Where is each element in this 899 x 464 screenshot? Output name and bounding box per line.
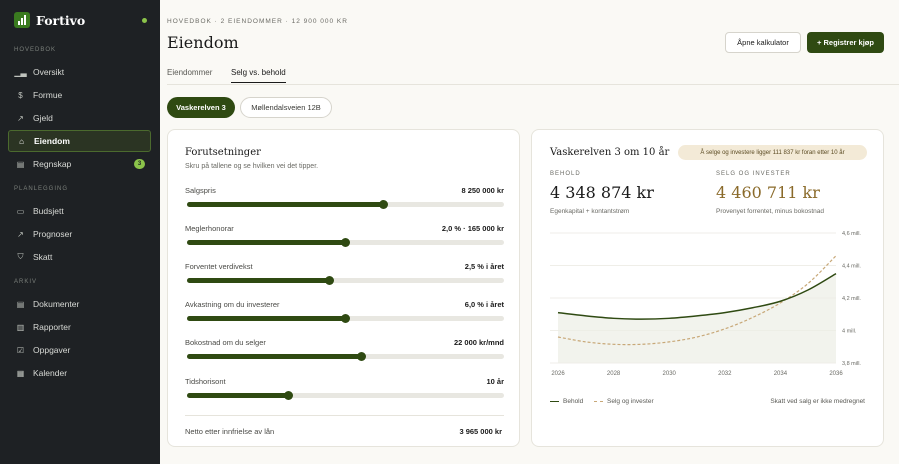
- keep-area: [558, 273, 836, 363]
- x-tick-label: 2028: [607, 371, 621, 377]
- checkbox-icon: ☑: [16, 345, 25, 355]
- sell-sub: Provenyet forrentet, minus bokostnad: [716, 208, 825, 215]
- trend-icon: ↗: [17, 229, 24, 239]
- bar-chart-icon: ▁▃: [14, 67, 27, 77]
- shield-icon: ⛉: [17, 252, 24, 261]
- document-icon: ▤: [16, 299, 25, 309]
- y-tick-label: 4,4 mill.: [842, 264, 861, 270]
- nav-section-planlegging: PLANLEGGING: [14, 186, 69, 192]
- x-tick-label: 2034: [774, 371, 788, 377]
- tabs-divider: [167, 84, 899, 85]
- tax-note: Skatt ved salg er ikke medregnet: [770, 398, 865, 405]
- slider-thumb[interactable]: [341, 314, 350, 323]
- home-icon: ⌂: [19, 136, 24, 146]
- arrow-icon: ↗: [17, 113, 24, 123]
- tab-eiendommer[interactable]: Eiendommer: [167, 68, 213, 77]
- slider-thumb[interactable]: [341, 238, 350, 247]
- x-tick-label: 2026: [551, 371, 565, 377]
- keep-label: BEHOLD: [550, 171, 581, 177]
- assumptions-subtitle: Skru på tallene og se hvilken vei det ti…: [185, 163, 319, 170]
- comparison-badge: Å selge og investere ligger 111 837 kr f…: [678, 145, 867, 160]
- calendar-icon: ▦: [16, 368, 25, 378]
- slider-thumb[interactable]: [356, 352, 366, 361]
- sidebar-item-regnskap[interactable]: ▤ Regnskap 3: [8, 153, 151, 175]
- assumptions-card: Forutsetninger Skru på tallene og se hvi…: [167, 129, 520, 447]
- brand-name: Fortivo: [36, 12, 86, 28]
- sidebar-item-skatt[interactable]: ⛉ Skatt: [17, 252, 53, 262]
- tab-selg-vs-behold[interactable]: Selg vs. behold: [231, 68, 286, 83]
- y-tick-label: 3,8 mill.: [842, 361, 861, 367]
- sidebar-item-formue[interactable]: $ Formue: [8, 84, 151, 106]
- page-title: Eiendom: [167, 33, 239, 52]
- slider-thumb[interactable]: [379, 200, 389, 209]
- logo-icon: [14, 12, 30, 28]
- legend-keep: Behold: [550, 398, 583, 405]
- sidebar-item-gjeld[interactable]: ↗ Gjeld: [17, 113, 53, 123]
- sidebar-item-dokumenter[interactable]: ▤ Dokumenter: [16, 299, 80, 309]
- dollar-icon: $: [18, 90, 23, 100]
- sell-label: SELG OG INVESTER: [716, 171, 791, 177]
- nav-section-arkiv: ARKIV: [14, 279, 38, 285]
- projection-chart: 3,8 mill. 4 mill. 4,2 mill. 4,4 mill. 4,6 mi…: [550, 231, 861, 377]
- assumptions-divider: [185, 415, 504, 416]
- net-value: 3 965 000 kr: [459, 427, 502, 436]
- breadcrumb: HOVEDBOK · 2 EIENDOMMER · 12 900 000 KR: [167, 18, 348, 25]
- property-pill-vaskerelven[interactable]: Vaskerelven 3: [167, 97, 235, 118]
- sidebar-item-oppgaver[interactable]: ☑ Oppgaver: [16, 345, 71, 355]
- y-tick-label: 4 mill.: [842, 329, 857, 335]
- status-dot-icon: [142, 18, 147, 23]
- legend-sell: Selg og invester: [594, 398, 654, 405]
- net-label: Netto etter innfrielse av lån: [185, 427, 275, 436]
- sidebar-item-kalender[interactable]: ▦ Kalender: [16, 368, 68, 378]
- x-tick-label: 2030: [663, 371, 677, 377]
- slider-thumb[interactable]: [283, 391, 293, 400]
- calendar-icon: ▤: [16, 159, 25, 169]
- assumptions-title: Forutsetninger: [185, 147, 261, 158]
- series-line-behold: [557, 272, 837, 320]
- sidebar: Fortivo HOVEDBOK ▁▃ Oversikt $ Formue ↗ Gje…: [0, 0, 160, 464]
- sidebar-item-rapporter[interactable]: ▥ Rapporter: [16, 322, 71, 332]
- register-purchase-button[interactable]: + Registrer kjøp: [807, 32, 884, 53]
- sidebar-item-oversikt[interactable]: ▁▃ Oversikt: [14, 67, 65, 77]
- comparison-card: Vaskerelven 3 om 10 år Å selge og invest…: [531, 129, 884, 447]
- slider-thumb[interactable]: [325, 276, 335, 285]
- y-tick-label: 4,6 mill.: [842, 231, 861, 237]
- property-pill-mollendalsveien[interactable]: Møllendalsveien 12B: [240, 97, 332, 118]
- sell-value: 4 460 711 kr: [716, 183, 820, 202]
- brand[interactable]: Fortivo: [14, 12, 85, 28]
- keep-sub: Egenkapital + kontantstrøm: [550, 208, 630, 215]
- comparison-title: Vaskerelven 3 om 10 år: [550, 147, 670, 158]
- y-tick-label: 4,2 mill.: [842, 296, 861, 302]
- wallet-icon: ▭: [16, 206, 25, 216]
- legend-keep-swatch: [550, 401, 559, 402]
- open-calculator-button[interactable]: Åpne kalkulator: [725, 32, 801, 53]
- legend-sell-swatch: [594, 401, 603, 402]
- sidebar-item-eiendom[interactable]: ⌂ Eiendom: [8, 130, 151, 152]
- regnskap-badge: 3: [134, 159, 145, 169]
- x-tick-label: 2032: [718, 371, 732, 377]
- nav-section-hovedbok: HOVEDBOK: [14, 47, 57, 53]
- x-tick-label: 2036: [829, 371, 843, 377]
- keep-value: 4 348 874 kr: [550, 183, 654, 202]
- report-icon: ▥: [16, 322, 25, 332]
- sidebar-item-budsjett[interactable]: ▭ Budsjett: [16, 206, 64, 216]
- sidebar-item-prognoser[interactable]: ↗ Prognoser: [17, 229, 73, 239]
